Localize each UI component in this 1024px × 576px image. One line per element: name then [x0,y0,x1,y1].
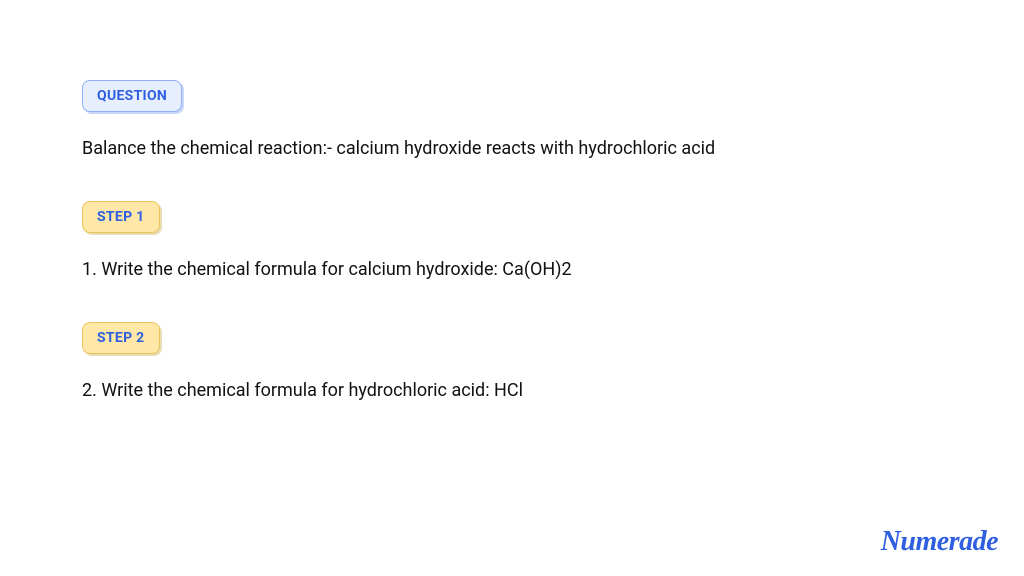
step-1-text: 1. Write the chemical formula for calciu… [82,257,942,282]
step-2-badge: STEP 2 [82,322,160,354]
brand-logo: Numerade [881,526,998,558]
step-1-section: STEP 1 1. Write the chemical formula for… [82,201,942,282]
question-text: Balance the chemical reaction:- calcium … [82,136,942,161]
question-badge: QUESTION [82,80,182,112]
step-2-text: 2. Write the chemical formula for hydroc… [82,378,942,403]
step-2-section: STEP 2 2. Write the chemical formula for… [82,322,942,403]
question-section: QUESTION Balance the chemical reaction:-… [82,80,942,161]
step-1-badge: STEP 1 [82,201,160,233]
page-content: QUESTION Balance the chemical reaction:-… [0,0,1024,404]
